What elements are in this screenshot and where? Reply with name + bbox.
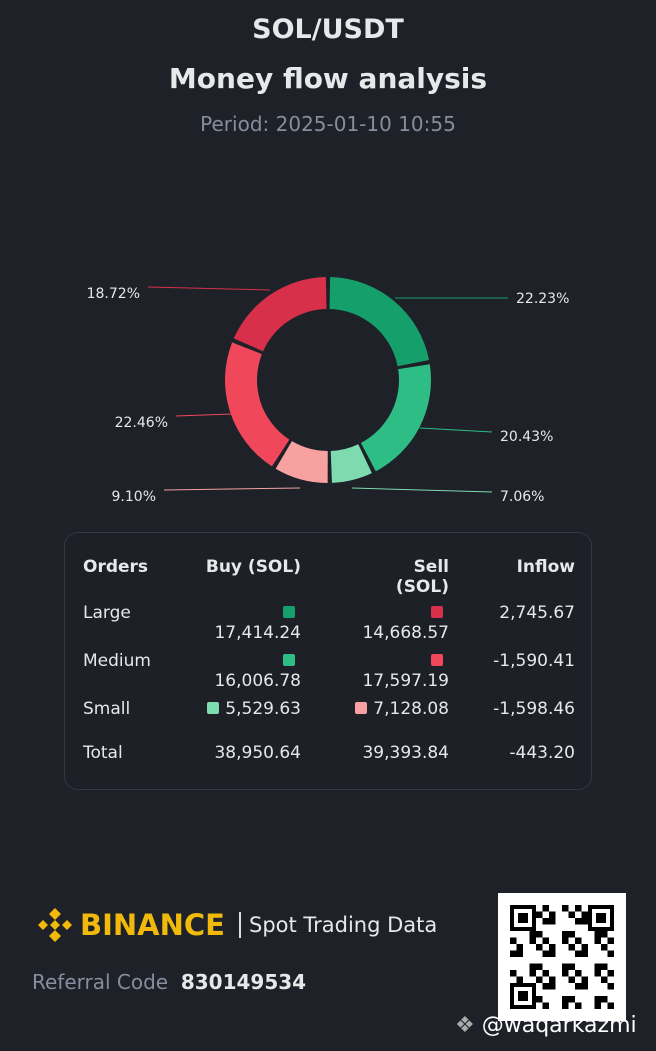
- divider: [238, 912, 241, 938]
- buy-value: 16,006.78: [214, 671, 301, 691]
- referral: Referral Code 830149534: [32, 970, 306, 994]
- table-row: Medium 16,006.78 17,597.19 -1,590.41: [65, 651, 591, 691]
- table-row: Large 17,414.24 14,668.57 2,745.67: [65, 603, 591, 643]
- page-title: Money flow analysis: [168, 62, 488, 95]
- donut-slice: [360, 364, 431, 472]
- donut-slice: [233, 277, 327, 352]
- inflow-value: 2,745.67: [499, 603, 575, 623]
- column-header: Buy (SOL): [205, 557, 301, 577]
- leader-line: [351, 487, 493, 493]
- row-label: Large: [83, 603, 131, 623]
- referral-code: 830149534: [180, 970, 307, 994]
- inflow-value: -1,598.46: [493, 699, 575, 719]
- buy-value: 17,414.24: [214, 623, 301, 643]
- buy-total: 38,950.64: [214, 743, 301, 763]
- inflow-value: -1,590.41: [493, 651, 575, 671]
- referral-label: Referral Code: [32, 970, 169, 994]
- row-label: Total: [83, 743, 123, 763]
- slice-label: 22.46%: [115, 415, 168, 431]
- buy-value: 5,529.63: [225, 699, 301, 719]
- binance-brand: BINANCE Spot Trading Data: [36, 906, 437, 944]
- table-header: Orders Buy (SOL) Sell (SOL) Inflow: [65, 557, 591, 597]
- watermark: ❖ @waqarkazmi: [455, 1013, 637, 1038]
- sell-total: 39,393.84: [362, 743, 449, 763]
- row-label: Small: [83, 699, 131, 719]
- slice-label: 18.72%: [87, 286, 140, 302]
- binance-logo-icon: [38, 908, 72, 942]
- sell-value: 17,597.19: [362, 671, 449, 691]
- slice-label: 7.06%: [500, 489, 544, 505]
- leader-line: [147, 286, 271, 291]
- leader-line: [419, 427, 493, 433]
- inflow-total: -443.20: [509, 743, 575, 763]
- donut-slice: [329, 277, 430, 367]
- leader-line: [163, 487, 301, 491]
- subtitle: Spot Trading Data: [248, 913, 438, 937]
- table-row: Small 5,529.63 7,128.08 -1,598.46: [65, 699, 591, 729]
- watermark-logo-icon: ❖: [455, 1013, 475, 1038]
- column-header: Orders: [83, 557, 149, 577]
- brand-name: BINANCE: [80, 908, 225, 942]
- sell-swatch: [355, 702, 368, 714]
- slice-label: 20.43%: [500, 429, 553, 445]
- donut-slice: [225, 342, 290, 467]
- slice-label: 9.10%: [112, 489, 156, 505]
- buy-swatch: [283, 654, 295, 666]
- buy-swatch: [283, 606, 295, 618]
- buy-swatch: [207, 702, 220, 714]
- pair-title: SOL/USDT: [252, 14, 404, 45]
- column-header: Sell (SOL): [395, 557, 449, 597]
- donut-chart: 22.23% 20.43% 7.06% 9.10% 22.46% 18.72%: [87, 277, 569, 505]
- sell-swatch: [431, 606, 443, 618]
- sell-value: 14,668.57: [362, 623, 449, 643]
- orders-table: Orders Buy (SOL) Sell (SOL) Inflow Large 17…: [64, 532, 592, 790]
- column-header: Inflow: [516, 557, 575, 577]
- total-row: Total 38,950.64 39,393.84 -443.20: [65, 743, 591, 773]
- sell-swatch: [431, 654, 443, 666]
- donut-slice: [330, 444, 372, 483]
- watermark-text: @waqarkazmi: [481, 1013, 637, 1038]
- donut-slice: [275, 441, 328, 483]
- sell-value: 7,128.08: [373, 699, 449, 719]
- slice-label: 22.23%: [516, 291, 569, 307]
- row-label: Medium: [83, 651, 151, 671]
- qr-code[interactable]: [498, 893, 626, 1021]
- period: Period: 2025-01-10 10:55: [200, 112, 456, 136]
- leader-line: [175, 413, 233, 417]
